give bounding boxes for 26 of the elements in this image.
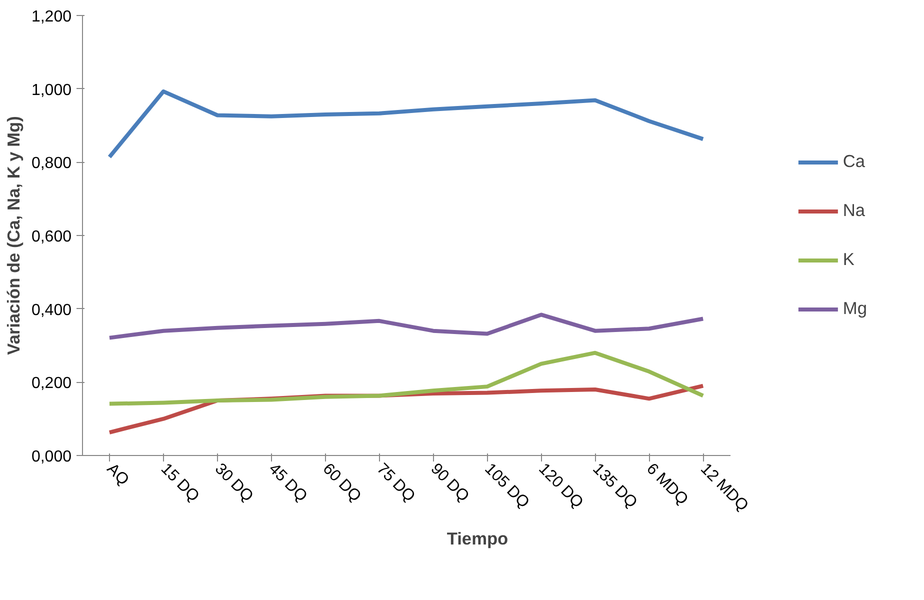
legend-label: K — [842, 249, 856, 270]
y-tick-label: 1,200 — [31, 8, 72, 26]
legend-label: Na — [842, 200, 866, 221]
y-tick-label: 0,000 — [31, 448, 72, 466]
x-tick-label: 45 DQ — [265, 460, 310, 506]
x-axis-title: Tiempo — [446, 528, 508, 549]
y-tick-label: 0,800 — [31, 155, 72, 172]
y-tick-label: 0,400 — [31, 302, 72, 319]
y-tick-label: 0,200 — [31, 375, 72, 392]
y-tick-label: 1,000 — [31, 82, 72, 99]
x-tick-label: 75 DQ — [373, 460, 418, 506]
x-tick-label: 90 DQ — [427, 460, 472, 506]
x-tick-label: 15 DQ — [157, 460, 202, 506]
line-series — [107, 312, 706, 340]
x-tick-label: 135 DQ — [589, 460, 640, 512]
x-tick-label: 60 DQ — [319, 460, 364, 506]
legend-label: Mg — [842, 298, 867, 319]
x-tick-label: 105 DQ — [481, 460, 532, 512]
x-tick-label: 120 DQ — [535, 460, 586, 512]
line-series — [107, 89, 706, 160]
y-tick-label: 0,600 — [31, 228, 72, 246]
y-axis-title: Variación de (Ca, Na, K y Mg) — [3, 116, 24, 355]
x-tick-label: AQ — [103, 460, 132, 489]
line-series — [107, 350, 706, 406]
legend-label: Ca — [842, 151, 866, 172]
x-tick-label: 30 DQ — [211, 460, 256, 506]
